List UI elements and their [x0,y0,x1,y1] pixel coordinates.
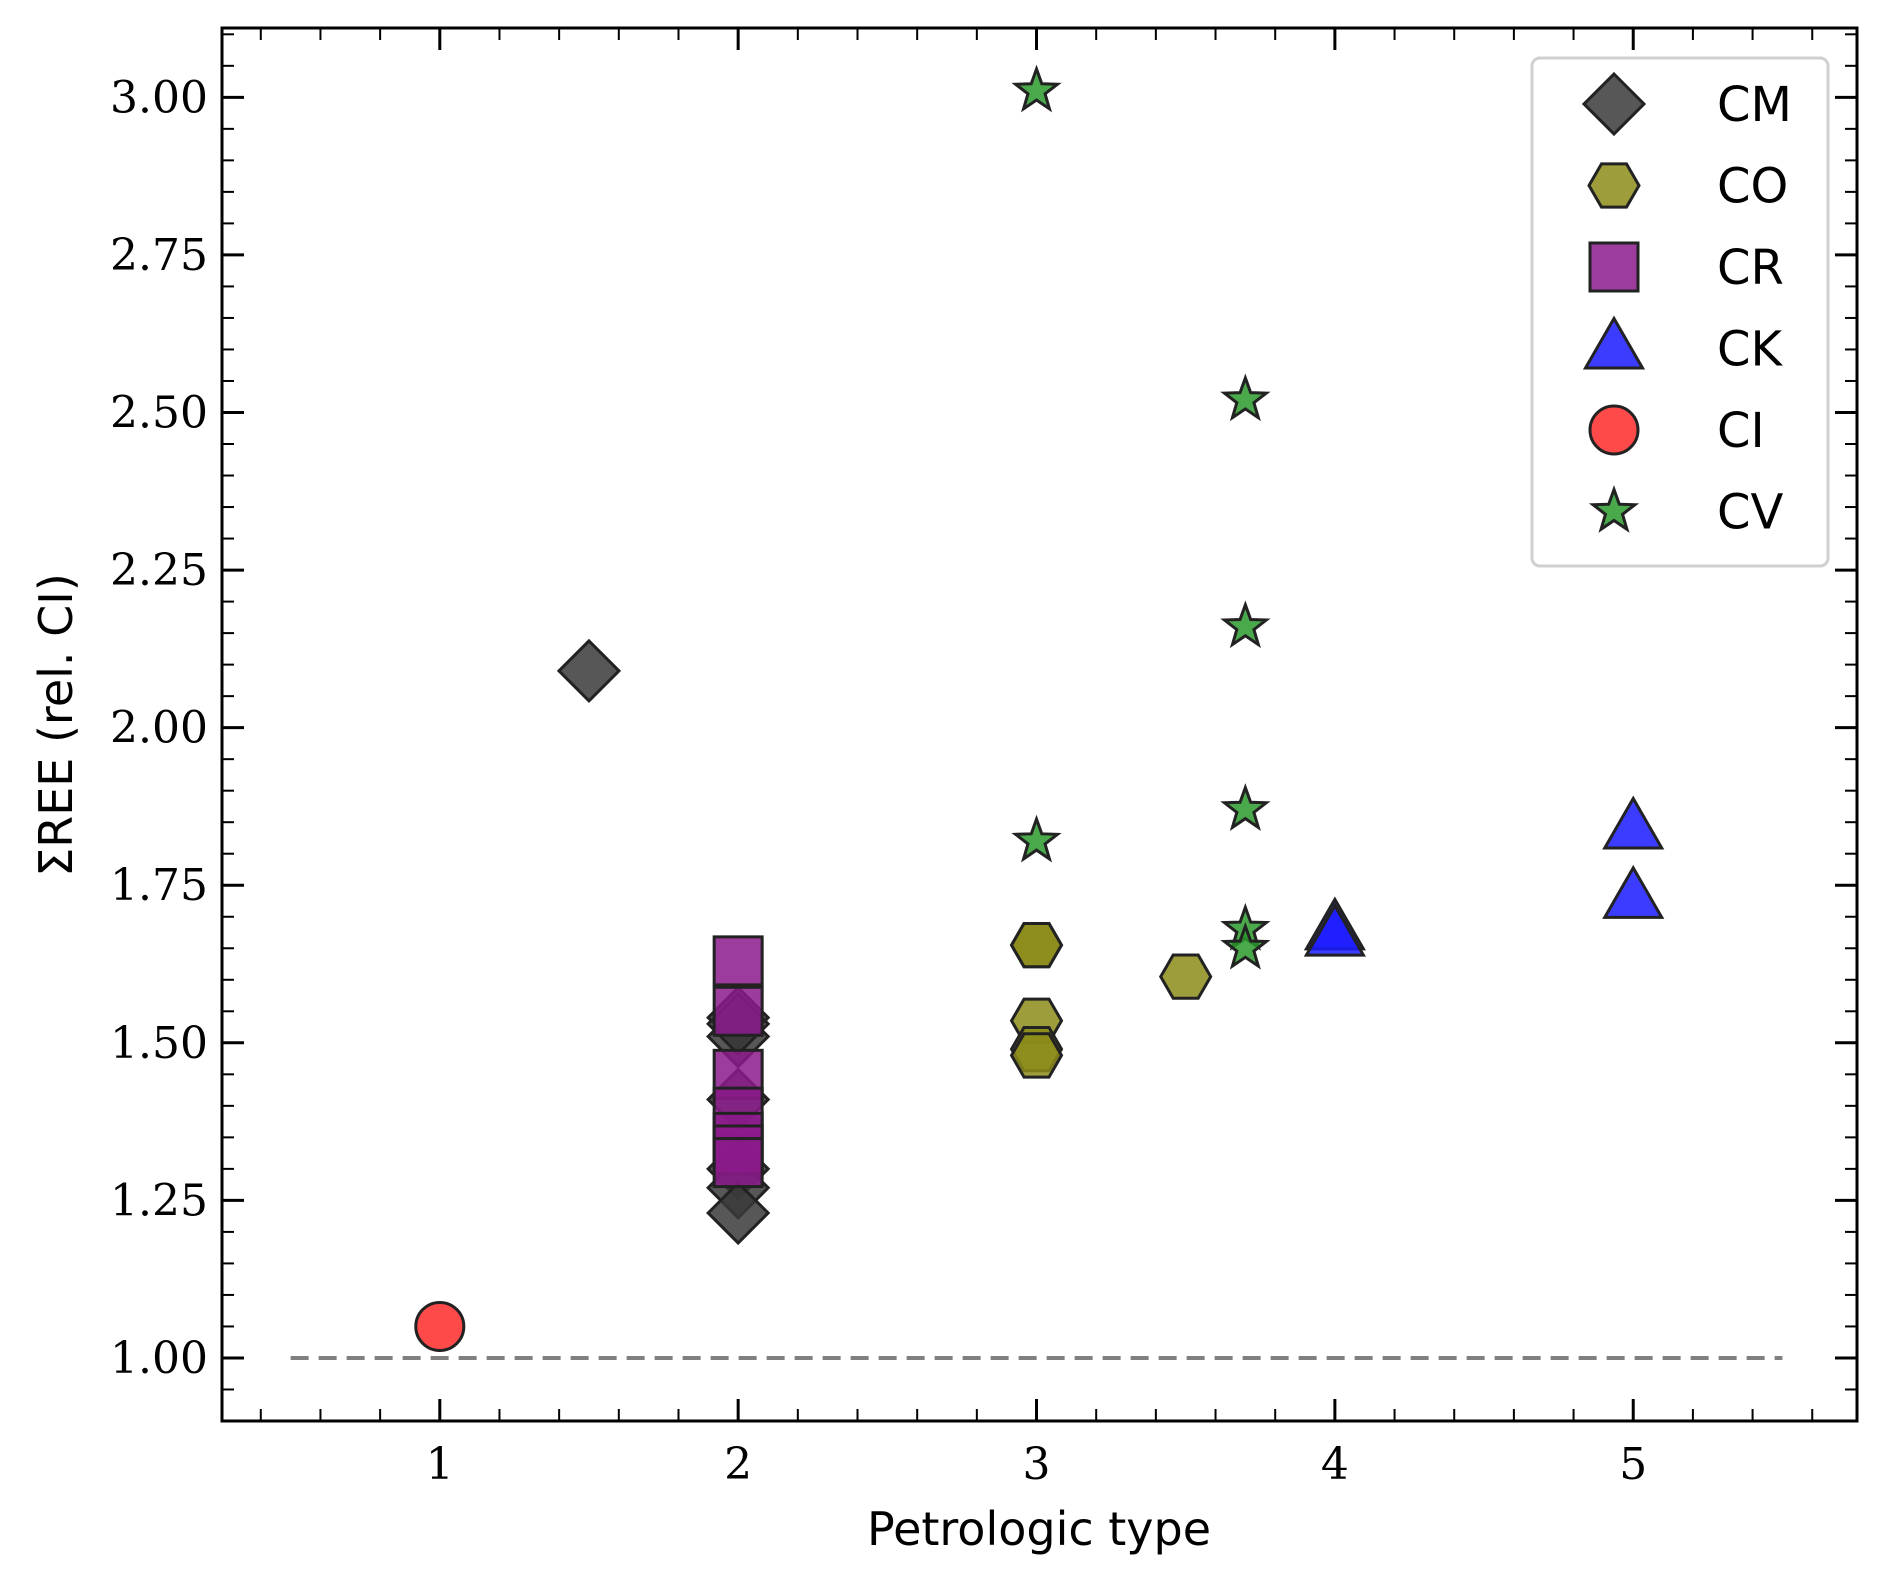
y-tick-label: 3.00 [110,72,208,123]
data-point-cr [712,985,764,1037]
x-tick-label: 5 [1619,1439,1647,1490]
data-point-cm [556,638,622,704]
data-point-ci [414,1300,466,1352]
x-tick-label: 4 [1321,1439,1349,1490]
y-tick-label: 1.50 [110,1018,208,1069]
legend-label-cm: CM [1717,77,1792,133]
data-point-cv [1220,600,1271,649]
data-point-co [1009,921,1064,969]
x-tick-label: 2 [724,1439,752,1490]
legend-label-cv: CV [1717,485,1784,541]
x-tick-label: 3 [1023,1439,1051,1490]
y-axis-label: ΣREE (rel. CI) [29,573,83,877]
legend-label-cr: CR [1717,240,1784,296]
x-axis-label: Petrologic type [867,1502,1211,1556]
legend: CM CO CR CK CI CV [1530,56,1830,568]
data-point-cr [712,935,764,987]
y-tick-label: 1.25 [110,1175,208,1226]
y-tick-label: 1.75 [110,860,208,911]
data-point-ck [1602,864,1665,919]
data-point-cm [706,1180,771,1246]
data-point-co [1158,953,1213,1000]
y-tick-label: 2.00 [110,703,208,754]
data-point-cv [1011,814,1062,863]
data-point-cv [1011,64,1062,113]
legend-marker-cr [1588,241,1640,293]
data-point-cr [712,1137,764,1189]
legend-marker-co [1587,162,1641,209]
legend-label-ck: CK [1717,322,1784,378]
y-tick-label: 2.25 [110,545,208,596]
plot-frame [220,26,1859,1423]
data-point-cv [1220,373,1271,422]
legend-marker-cv [1588,485,1640,533]
legend-marker-ck [1582,315,1646,370]
legend-label-co: CO [1717,159,1788,215]
data-point-co [1009,1032,1064,1079]
y-tick-label: 2.50 [110,387,208,438]
legend-marker-ci [1588,404,1640,456]
data-point-ck [1602,795,1665,850]
y-tick-label: 2.75 [110,230,208,281]
legend-label-ci: CI [1717,403,1765,459]
legend-box [1530,56,1830,568]
legend-marker-cm [1581,71,1647,137]
y-tick-label: 1.00 [110,1333,208,1384]
data-point-cv [1220,921,1271,970]
x-tick-label: 1 [426,1439,454,1490]
data-point-cv [1220,783,1271,831]
data-point-ck [1303,902,1366,957]
